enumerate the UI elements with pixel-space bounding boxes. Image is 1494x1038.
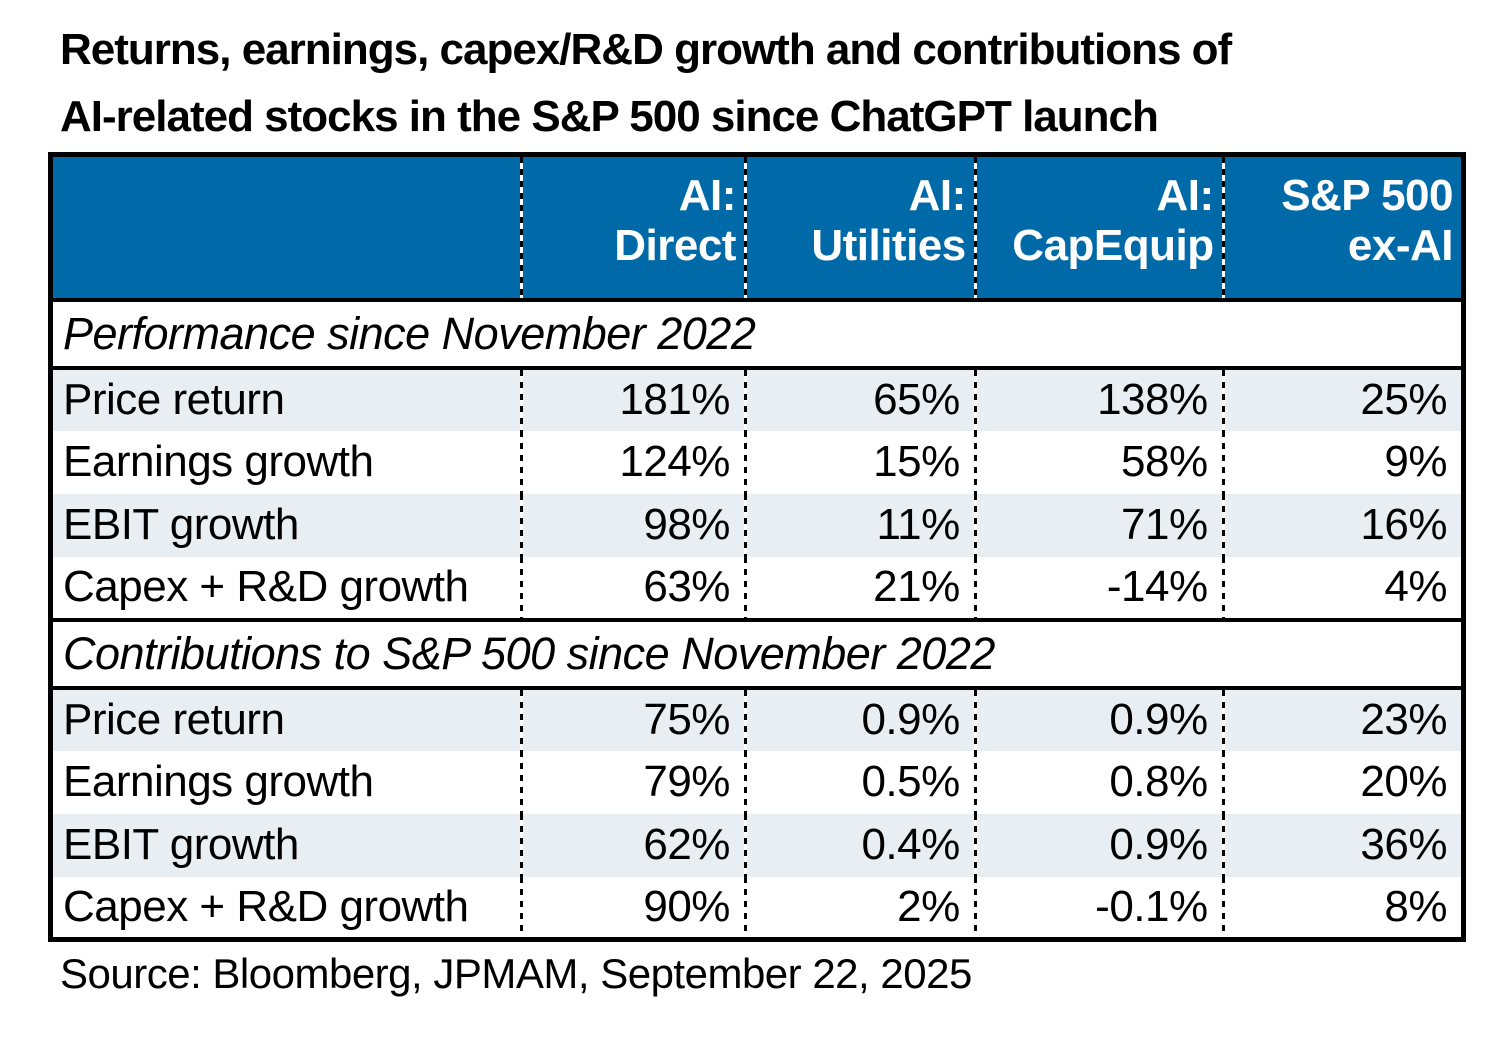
cell-value: 2% [743, 876, 974, 940]
cell-value: 8% [1221, 876, 1464, 940]
cell-value: 75% [520, 687, 744, 751]
row-label: Earnings growth [50, 430, 521, 494]
row-label: Price return [50, 687, 521, 751]
section-header-contributions: Contributions to S&P 500 since November … [50, 619, 1464, 688]
cell-value: 36% [1221, 813, 1464, 877]
cell-value: 20% [1221, 750, 1464, 814]
cell-value: 0.4% [743, 813, 974, 877]
column-header-sp500-ex-ai: S&P 500 ex-AI [1221, 154, 1464, 300]
table-row: EBIT growth 98% 11% 71% 16% [50, 493, 1464, 557]
column-header-ai-direct: AI: Direct [520, 154, 744, 300]
column-header-top: AI: [678, 171, 737, 220]
column-header-top: AI: [908, 171, 967, 220]
cell-value: 16% [1221, 493, 1464, 557]
section-header-performance: Performance since November 2022 [50, 299, 1464, 368]
cell-value: 71% [973, 493, 1222, 557]
cell-value: 0.9% [973, 687, 1222, 751]
table-row: Capex + R&D growth 90% 2% -0.1% 8% [50, 876, 1464, 940]
cell-value: 58% [973, 430, 1222, 494]
table-row: Earnings growth 79% 0.5% 0.8% 20% [50, 750, 1464, 814]
row-label: Price return [50, 367, 521, 431]
cell-value: 4% [1221, 556, 1464, 620]
cell-value: 0.9% [743, 687, 974, 751]
cell-value: 0.5% [743, 750, 974, 814]
column-header-bottom: Utilities [811, 221, 966, 270]
cell-value: 90% [520, 876, 744, 940]
table-row: EBIT growth 62% 0.4% 0.9% 36% [50, 813, 1464, 877]
cell-value: 0.8% [973, 750, 1222, 814]
column-header-top: S&P 500 [1281, 171, 1453, 220]
data-table: AI: Direct AI: Utilities AI: CapEquip [48, 152, 1466, 942]
cell-value: 23% [1221, 687, 1464, 751]
header-row: AI: Direct AI: Utilities AI: CapEquip [50, 154, 1464, 300]
cell-value: 181% [520, 367, 744, 431]
column-header-bottom: Direct [614, 221, 736, 270]
cell-value: 138% [973, 367, 1222, 431]
table-row: Capex + R&D growth 63% 21% -14% 4% [50, 556, 1464, 620]
row-label: Capex + R&D growth [50, 556, 521, 620]
cell-value: 21% [743, 556, 974, 620]
cell-value: 25% [1221, 367, 1464, 431]
header-empty-cell [50, 154, 521, 300]
column-header-top: AI: [1156, 171, 1214, 220]
table-row: Earnings growth 124% 15% 58% 9% [50, 430, 1464, 494]
source-note: Source: Bloomberg, JPMAM, September 22, … [60, 950, 972, 997]
column-header-ai-capequip: AI: CapEquip [973, 154, 1222, 300]
row-label: EBIT growth [50, 813, 521, 877]
column-header-ai-utilities: AI: Utilities [743, 154, 974, 300]
cell-value: 11% [743, 493, 974, 557]
cell-value: 62% [520, 813, 744, 877]
title-line-1: Returns, earnings, capex/R&D growth and … [60, 25, 1232, 74]
cell-value: 98% [520, 493, 744, 557]
page-title: Returns, earnings, capex/R&D growth and … [60, 16, 1232, 150]
cell-value: -0.1% [973, 876, 1222, 940]
cell-value: 65% [743, 367, 974, 431]
table-row: Price return 75% 0.9% 0.9% 23% [50, 687, 1464, 751]
cell-value: 63% [520, 556, 744, 620]
cell-value: 15% [743, 430, 974, 494]
column-header-bottom: ex-AI [1347, 221, 1454, 270]
cell-value: 9% [1221, 430, 1464, 494]
cell-value: -14% [973, 556, 1222, 620]
section-header-row: Contributions to S&P 500 since November … [50, 619, 1464, 688]
cell-value: 0.9% [973, 813, 1222, 877]
cell-value: 79% [520, 750, 744, 814]
row-label: EBIT growth [50, 493, 521, 557]
section-header-row: Performance since November 2022 [50, 299, 1464, 368]
table-row: Price return 181% 65% 138% 25% [50, 367, 1464, 431]
row-label: Earnings growth [50, 750, 521, 814]
column-header-bottom: CapEquip [1012, 221, 1214, 270]
title-line-2: AI-related stocks in the S&P 500 since C… [60, 92, 1159, 141]
row-label: Capex + R&D growth [50, 876, 521, 940]
cell-value: 124% [520, 430, 744, 494]
